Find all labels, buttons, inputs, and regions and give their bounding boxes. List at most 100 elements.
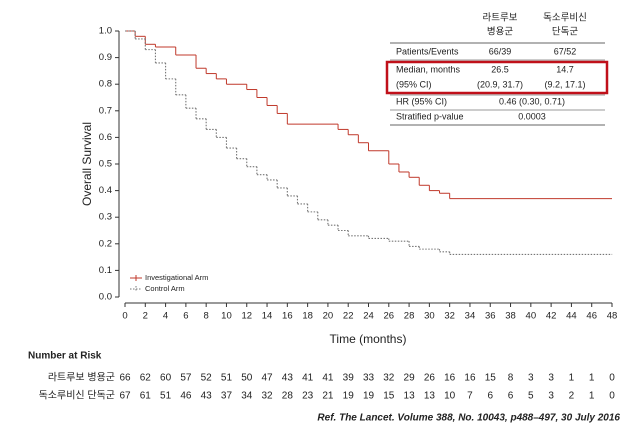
table-cell: HR (95% CI) xyxy=(396,96,447,106)
x-tick-label: 36 xyxy=(485,311,496,322)
x-tick-label: 6 xyxy=(183,311,188,322)
table-cell: 0.46 (0.30, 0.71) xyxy=(499,96,565,106)
risk-count: 57 xyxy=(180,373,192,384)
x-tick-label: 46 xyxy=(586,311,597,322)
y-tick-label: 0.6 xyxy=(99,132,112,143)
table-cell: 0.0003 xyxy=(518,111,546,121)
risk-count: 43 xyxy=(282,373,294,384)
risk-count: 29 xyxy=(404,373,416,384)
risk-count: 23 xyxy=(302,391,314,402)
risk-count: 1 xyxy=(589,373,595,384)
y-tick-label: 0.2 xyxy=(99,238,112,249)
y-tick-label: 0.3 xyxy=(99,212,112,223)
x-tick-label: 2 xyxy=(143,311,148,322)
x-tick-label: 8 xyxy=(204,311,209,322)
y-tick-label: 0.9 xyxy=(99,52,112,63)
risk-count: 32 xyxy=(261,391,273,402)
x-tick-label: 24 xyxy=(363,311,374,322)
x-tick-label: 22 xyxy=(343,311,354,322)
risk-count: 52 xyxy=(201,373,213,384)
x-tick-label: 26 xyxy=(384,311,395,322)
table-cell: (95% CI) xyxy=(396,79,432,89)
table-cell: Median, months xyxy=(396,64,461,74)
risk-count: 50 xyxy=(241,373,253,384)
y-tick-label: 0.5 xyxy=(99,159,112,170)
risk-count: 10 xyxy=(444,391,456,402)
risk-count: 3 xyxy=(548,391,554,402)
table-header: 단독군 xyxy=(552,27,578,38)
risk-count: 3 xyxy=(548,373,554,384)
risk-count: 6 xyxy=(487,391,493,402)
x-tick-label: 20 xyxy=(323,311,334,322)
risk-count: 61 xyxy=(140,391,152,402)
y-tick-label: 0.7 xyxy=(99,105,112,116)
risk-count: 51 xyxy=(160,391,172,402)
legend-label: Control Arm xyxy=(145,284,185,293)
risk-count: 3 xyxy=(528,373,534,384)
risk-count: 41 xyxy=(322,373,334,384)
risk-count: 13 xyxy=(404,391,416,402)
risk-label: 독소루비신 단독군 xyxy=(39,390,115,402)
x-tick-label: 32 xyxy=(444,311,455,322)
risk-count: 1 xyxy=(589,391,595,402)
x-tick-label: 4 xyxy=(163,311,168,322)
x-tick-label: 44 xyxy=(566,311,577,322)
table-cell: Stratified p-value xyxy=(396,111,464,121)
x-axis-label: Time (months) xyxy=(330,332,407,346)
risk-count: 41 xyxy=(302,373,314,384)
y-tick-label: 0.0 xyxy=(99,292,112,303)
x-tick-label: 34 xyxy=(465,311,476,322)
risk-count: 6 xyxy=(508,391,514,402)
highlight-box xyxy=(385,60,609,95)
x-tick-label: 12 xyxy=(241,311,252,322)
x-tick-label: 40 xyxy=(526,311,537,322)
table-header: 병용군 xyxy=(487,27,513,38)
risk-count: 60 xyxy=(160,373,172,384)
risk-count: 5 xyxy=(528,391,534,402)
risk-count: 8 xyxy=(508,373,514,384)
x-tick-label: 38 xyxy=(505,311,516,322)
risk-count: 1 xyxy=(569,373,575,384)
risk-count: 0 xyxy=(609,373,615,384)
risk-count: 37 xyxy=(221,391,233,402)
risk-count: 13 xyxy=(424,391,436,402)
reference: Ref. The Lancet. Volume 388, No. 10043, … xyxy=(317,413,620,424)
x-tick-label: 10 xyxy=(221,311,232,322)
table-cell: (9.2, 17.1) xyxy=(544,79,585,89)
risk-count: 47 xyxy=(261,373,273,384)
y-axis-label: Overall Survival xyxy=(80,122,94,206)
risk-count: 43 xyxy=(201,391,213,402)
table-header: 독소루비신 xyxy=(543,13,587,24)
risk-count: 46 xyxy=(180,391,192,402)
risk-count: 39 xyxy=(343,373,355,384)
x-tick-label: 18 xyxy=(302,311,313,322)
risk-count: 32 xyxy=(383,373,395,384)
risk-count: 19 xyxy=(363,391,375,402)
x-tick-label: 16 xyxy=(282,311,293,322)
risk-count: 16 xyxy=(464,373,476,384)
risk-title: Number at Risk xyxy=(28,351,102,362)
table-cell: 14.7 xyxy=(556,64,574,74)
table-cell: 26.5 xyxy=(491,64,509,74)
x-tick-label: 0 xyxy=(122,311,127,322)
risk-count: 33 xyxy=(363,373,375,384)
table-header: 라트루보 xyxy=(483,13,518,24)
risk-count: 51 xyxy=(221,373,233,384)
risk-count: 2 xyxy=(569,391,575,402)
risk-count: 16 xyxy=(444,373,456,384)
risk-count: 34 xyxy=(241,391,253,402)
risk-label: 라트루보 병용군 xyxy=(48,372,115,384)
x-tick-label: 48 xyxy=(607,311,618,322)
risk-count: 7 xyxy=(467,391,473,402)
risk-count: 15 xyxy=(383,391,395,402)
risk-count: 0 xyxy=(609,391,615,402)
risk-count: 62 xyxy=(140,373,152,384)
table-cell: 67/52 xyxy=(554,46,577,56)
risk-count: 67 xyxy=(119,391,131,402)
table-cell: 66/39 xyxy=(489,46,512,56)
risk-count: 26 xyxy=(424,373,436,384)
table-cell: Patients/Events xyxy=(396,46,459,56)
risk-count: 15 xyxy=(485,373,497,384)
risk-count: 28 xyxy=(282,391,294,402)
